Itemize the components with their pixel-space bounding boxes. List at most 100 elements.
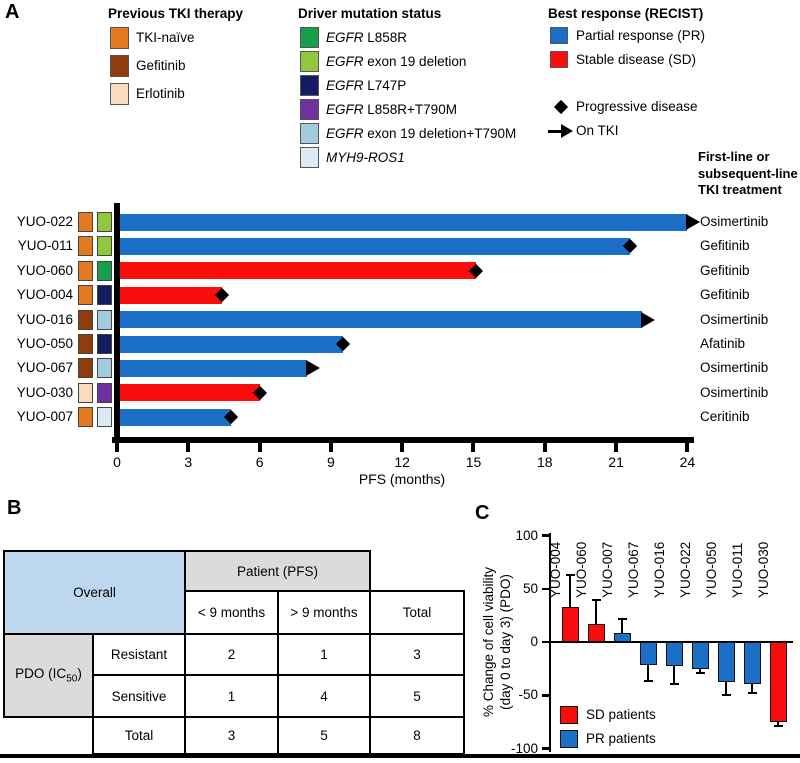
legend-driver-mutation-title: Driver mutation status bbox=[298, 6, 442, 21]
panel-c-label: C bbox=[475, 502, 490, 524]
patient-label: YUO-004 bbox=[16, 287, 73, 303]
error-bar-stem bbox=[699, 668, 701, 673]
driver-mutation-chip bbox=[97, 236, 112, 257]
panel-a-label: A bbox=[5, 1, 20, 23]
pdo-viability-bar-chart: 100 50 0 -50 -100 YUO-004 YUO-060 YUO-007 YUO-06… bbox=[360, 495, 800, 757]
previous-tki-chip bbox=[78, 260, 93, 281]
x-axis-tick bbox=[115, 443, 119, 452]
viability-bar bbox=[743, 642, 761, 684]
table-value-cell: 4 bbox=[277, 674, 371, 718]
patient-label: YUO-030 bbox=[16, 384, 73, 400]
error-bar-stem bbox=[673, 666, 675, 684]
tki-legend-swatch bbox=[110, 83, 129, 105]
driver-mutation-chip bbox=[97, 382, 112, 403]
legend-best-response-recist: Best response (RECIST) Partial response … bbox=[548, 6, 748, 156]
viability-bar bbox=[665, 642, 683, 667]
error-bar-stem bbox=[777, 721, 779, 727]
table-col-header: < 9 months bbox=[184, 590, 279, 635]
driver-legend-swatch bbox=[300, 51, 319, 72]
on-tki-arrow-marker bbox=[306, 360, 321, 377]
table-row-header: Total bbox=[92, 716, 186, 755]
recist-legend-swatch bbox=[550, 27, 568, 44]
progressive-disease-diamond-icon bbox=[553, 99, 569, 115]
error-bar-stem bbox=[751, 683, 753, 694]
driver-legend-item-label: EGFR exon 19 deletion bbox=[326, 53, 467, 69]
driver-mutation-chip bbox=[97, 334, 112, 354]
x-axis-tick-label: 24 bbox=[679, 454, 696, 470]
previous-tki-chip bbox=[78, 236, 93, 257]
x-axis-tick bbox=[186, 443, 191, 452]
legend-best-response-title: Best response (RECIST) bbox=[548, 6, 704, 21]
table-value-cell: 2 bbox=[184, 633, 279, 676]
bar-category-label: YUO-050 bbox=[704, 541, 719, 598]
driver-legend-item-label: EGFR L747P bbox=[326, 77, 407, 93]
error-bar-cap bbox=[721, 694, 731, 697]
on-tki-arrow-marker bbox=[686, 214, 701, 230]
pfs-swimmer-bar-chart: YUO-022 Osimertinib YUO-011 Gefitinib YUO-06… bbox=[0, 195, 800, 490]
y-axis-tick bbox=[542, 534, 550, 537]
table-col-header: > 9 months bbox=[277, 590, 371, 635]
patient-label: YUO-060 bbox=[16, 262, 73, 278]
treatment-label: Ceritinib bbox=[700, 409, 750, 425]
tki-legend-item-label: Gefitinib bbox=[136, 58, 186, 73]
error-bar-cap bbox=[773, 725, 783, 728]
error-bar-cap bbox=[643, 680, 653, 683]
viability-bar bbox=[613, 633, 631, 642]
pfs-bar bbox=[120, 286, 222, 304]
x-axis-tick-label: 12 bbox=[394, 454, 410, 470]
error-bar-stem bbox=[647, 665, 649, 682]
viability-bar bbox=[769, 642, 787, 722]
driver-legend-item-label: EGFR exon 19 deletion+T790M bbox=[326, 125, 517, 141]
recist-legend-item-label: Partial response (PR) bbox=[576, 27, 706, 43]
on-tki-arrow-head-icon bbox=[561, 124, 573, 138]
recist-legend-item-label: Stable disease (SD) bbox=[576, 51, 697, 67]
pfs-bar bbox=[120, 408, 232, 426]
table-value-cell: 1 bbox=[184, 674, 279, 718]
tki-legend-swatch bbox=[110, 55, 129, 77]
driver-legend-swatch bbox=[300, 123, 319, 144]
y-axis-tick bbox=[542, 694, 550, 697]
driver-mutation-chip bbox=[97, 358, 112, 379]
treatment-label: Gefitinib bbox=[700, 238, 750, 254]
x-axis-tick-label: 21 bbox=[608, 454, 624, 470]
recist-marker-label: On TKI bbox=[576, 123, 619, 138]
viability-legend-swatch bbox=[560, 706, 578, 724]
error-bar-stem bbox=[621, 618, 623, 634]
legend-previous-tki-title: Previous TKI therapy bbox=[108, 6, 244, 21]
bar-category-label: YUO-022 bbox=[678, 541, 693, 598]
patient-label: YUO-011 bbox=[17, 238, 73, 254]
treatment-label: Afatinib bbox=[700, 336, 746, 351]
viability-bar bbox=[639, 642, 657, 666]
bar-category-label: YUO-011 bbox=[730, 542, 745, 598]
driver-legend-item-label: MYH9-ROS1 bbox=[326, 149, 405, 165]
previous-tki-chip bbox=[78, 285, 93, 306]
treatment-label: Gefitinib bbox=[700, 262, 750, 278]
viability-bar bbox=[691, 642, 709, 669]
table-value-cell: 1 bbox=[277, 633, 371, 676]
driver-mutation-chip bbox=[97, 212, 112, 232]
driver-mutation-chip bbox=[97, 407, 112, 428]
table-patient-pfs-header: Patient (PFS) bbox=[184, 550, 371, 592]
driver-mutation-chip bbox=[97, 260, 112, 281]
previous-tki-chip bbox=[78, 407, 93, 428]
error-bar-cap bbox=[695, 671, 705, 674]
error-bar-cap bbox=[747, 692, 757, 695]
legend-driver-mutation-status: Driver mutation status EGFR L858R EGFR ex… bbox=[298, 6, 528, 196]
x-axis-tick bbox=[471, 443, 476, 452]
viability-legend-label: PR patients bbox=[586, 731, 656, 746]
driver-mutation-chip bbox=[97, 309, 112, 330]
y-axis-tick-label: 0 bbox=[530, 634, 538, 649]
driver-legend-swatch bbox=[300, 147, 319, 168]
table-row-header: Resistant bbox=[92, 633, 186, 676]
table-overall-header: Overall bbox=[3, 550, 186, 635]
error-bar-cap bbox=[669, 682, 679, 685]
y-axis-tick bbox=[542, 640, 550, 644]
previous-tki-chip bbox=[78, 309, 93, 330]
legend-previous-tki-therapy: Previous TKI therapy TKI-naïve Gefitinib E… bbox=[108, 6, 288, 136]
error-bar-stem bbox=[569, 574, 571, 607]
pfs-bar bbox=[120, 384, 260, 402]
bar-category-label: YUO-030 bbox=[756, 541, 771, 598]
pdo-pfs-contingency-table: Overall Patient (PFS) < 9 months > 9 months… bbox=[0, 540, 470, 760]
bar-category-label: YUO-016 bbox=[652, 541, 667, 598]
patient-label: YUO-022 bbox=[16, 214, 73, 229]
